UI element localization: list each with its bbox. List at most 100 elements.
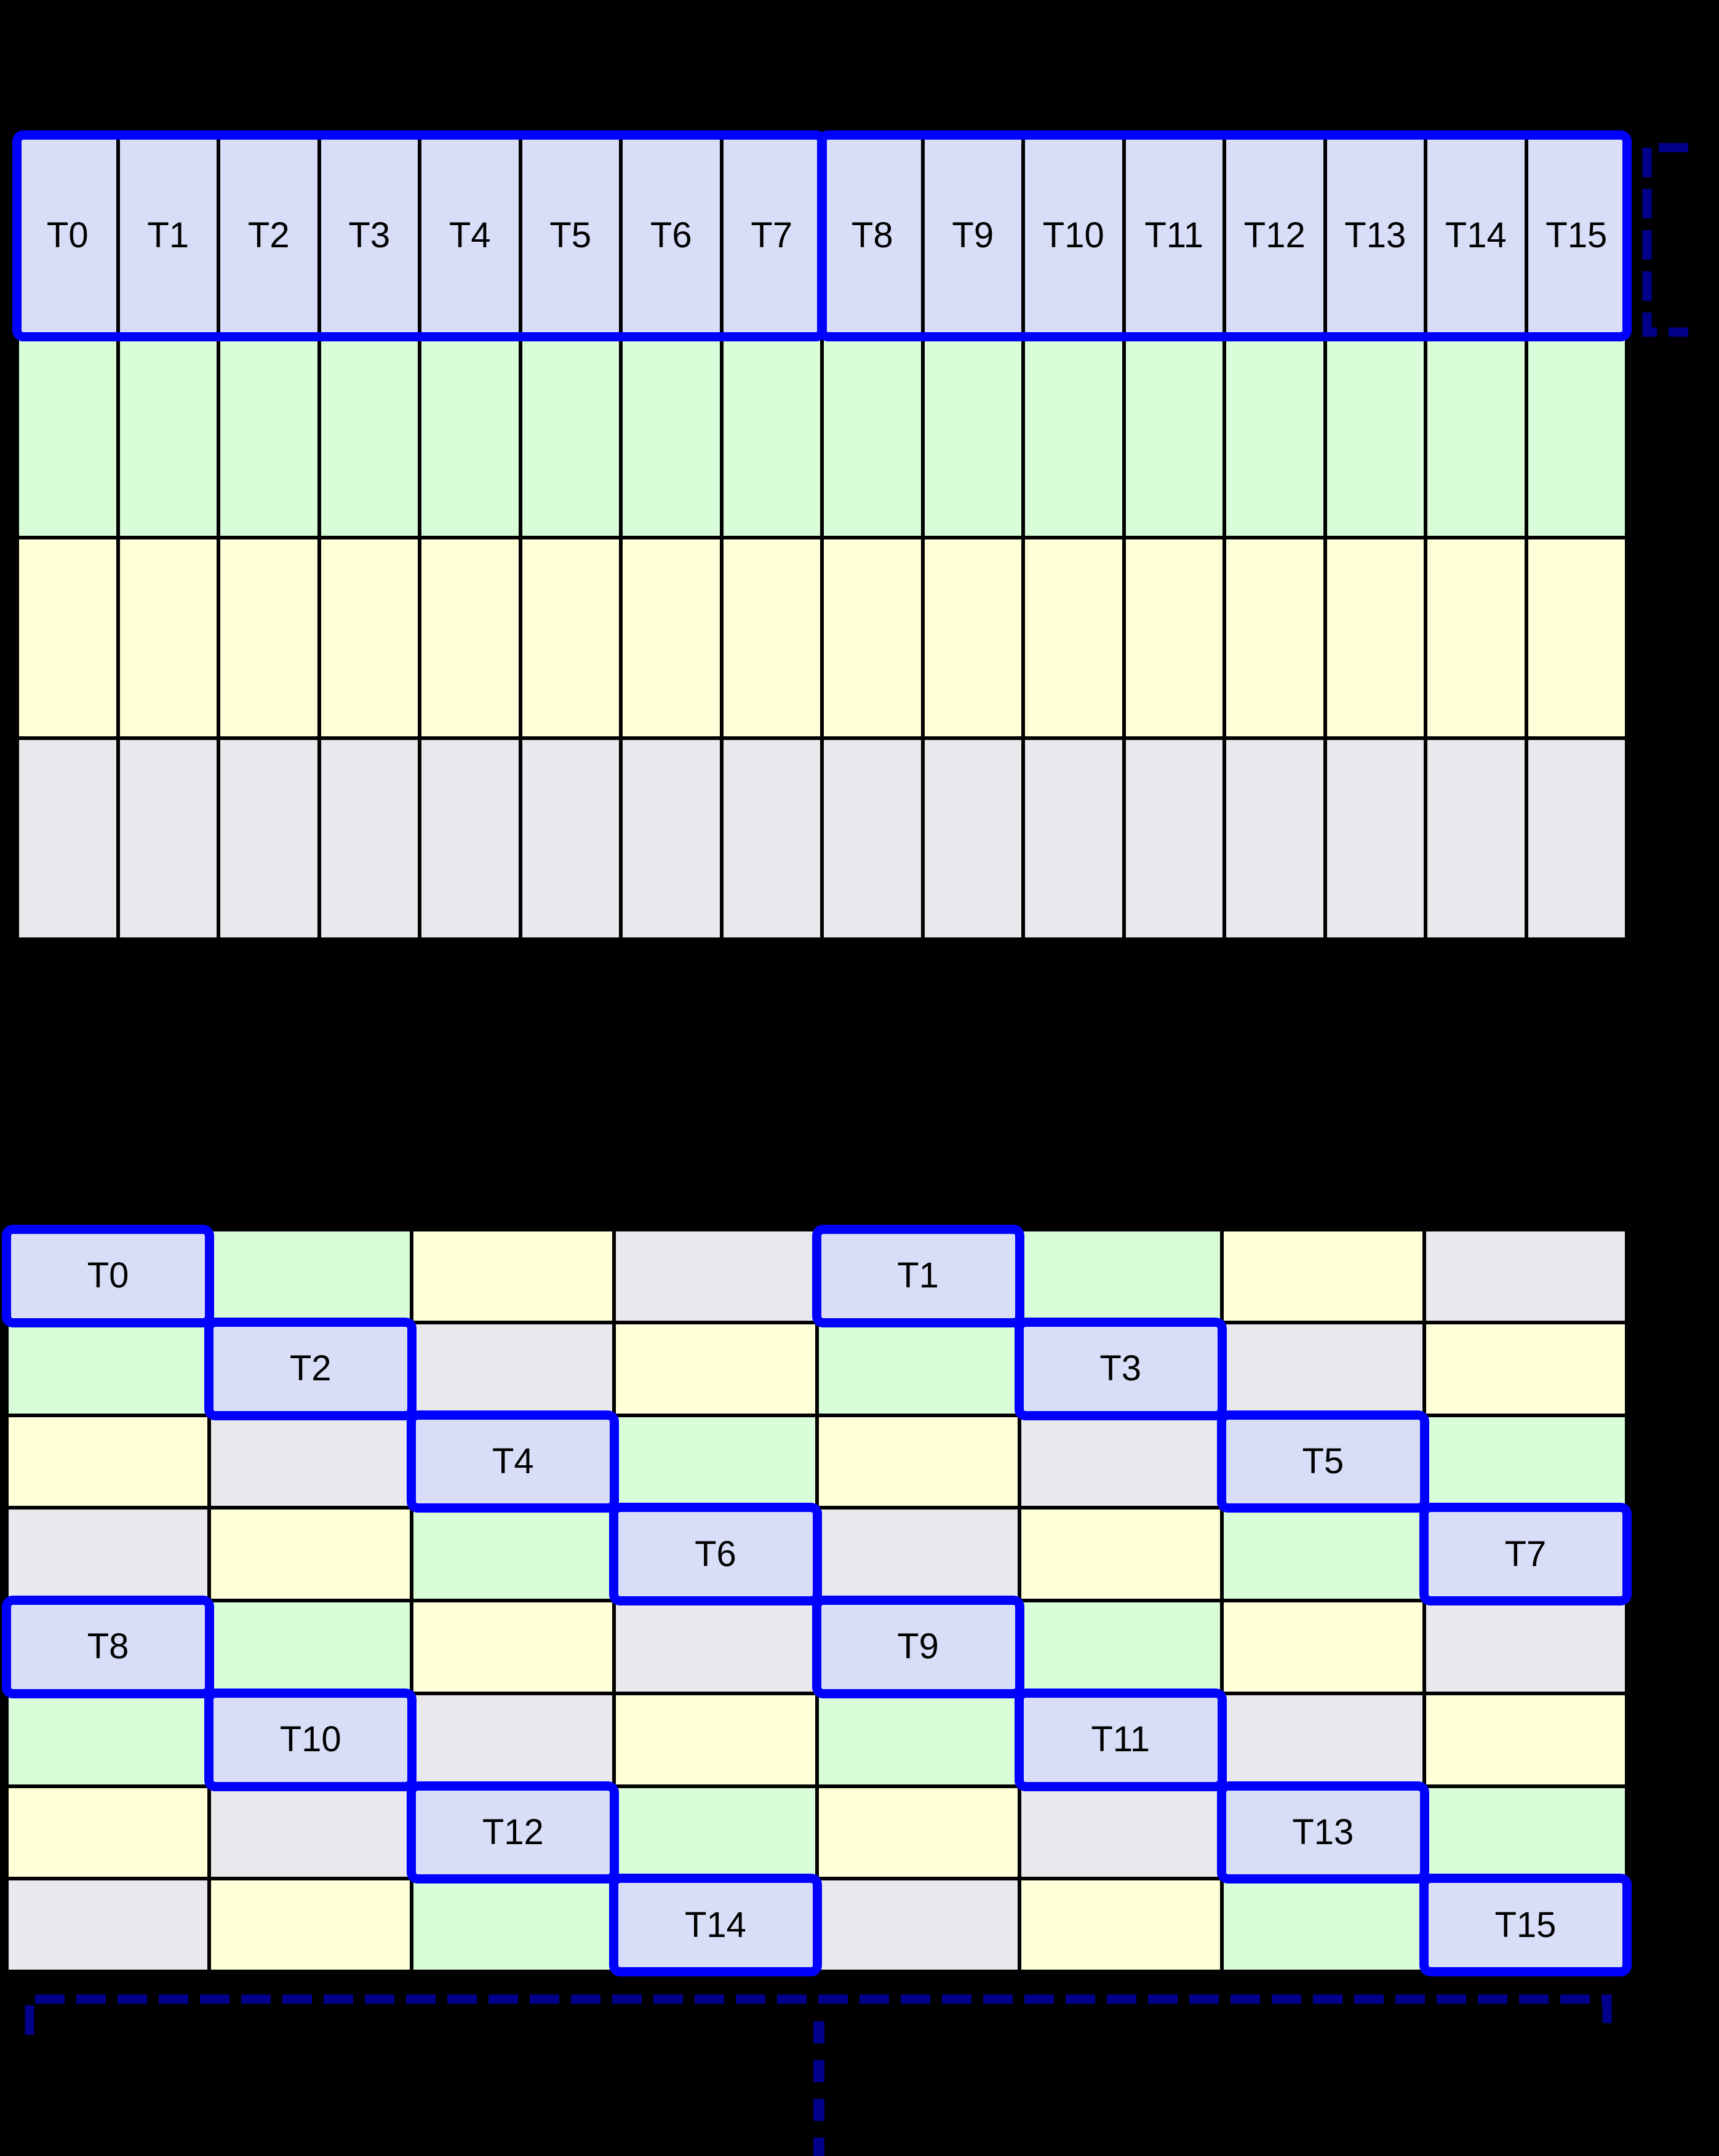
bank-cell bbox=[616, 1788, 815, 1877]
bank-cell bbox=[1426, 1695, 1625, 1784]
bank-cell bbox=[1426, 1231, 1625, 1321]
bank-cell bbox=[19, 338, 116, 536]
bank-cell bbox=[1528, 338, 1625, 536]
bank-cell bbox=[211, 1602, 410, 1692]
bank-cell bbox=[1326, 539, 1424, 737]
bank-cell bbox=[421, 338, 519, 536]
thread-cell-T13: T13 bbox=[1223, 1788, 1422, 1877]
thread-cell-T1: T1 bbox=[119, 137, 217, 335]
bank-cell bbox=[413, 1510, 613, 1599]
thread-cell-T14: T14 bbox=[1427, 137, 1525, 335]
bank-cell bbox=[723, 338, 820, 536]
bank-cell bbox=[119, 740, 217, 937]
bank-cell bbox=[1025, 740, 1122, 937]
thread-cell-T2: T2 bbox=[211, 1324, 410, 1414]
bank-cell bbox=[1125, 740, 1222, 937]
bank-cell bbox=[723, 539, 820, 737]
bank-cell bbox=[1426, 1602, 1625, 1692]
bank-cell bbox=[616, 1602, 815, 1692]
bank-cell bbox=[623, 740, 720, 937]
bank-cell bbox=[1326, 338, 1424, 536]
thread-cell-T14: T14 bbox=[616, 1880, 815, 1970]
bank-cell bbox=[211, 1788, 410, 1877]
bank-cell bbox=[818, 1324, 1018, 1414]
bank-cell bbox=[9, 1880, 208, 1970]
thread-cell-T12: T12 bbox=[1226, 137, 1323, 335]
bank-cell bbox=[723, 740, 820, 937]
thread-cell-T10: T10 bbox=[211, 1695, 410, 1784]
bank-cell bbox=[1021, 1880, 1220, 1970]
bank-cell bbox=[1426, 1788, 1625, 1877]
bank-cell bbox=[211, 1231, 410, 1321]
bank-cell bbox=[321, 740, 418, 937]
thread-cell-T4: T4 bbox=[421, 137, 519, 335]
bank-cell bbox=[1223, 1510, 1422, 1599]
row-size-bracket-icon bbox=[1642, 143, 1688, 337]
bank-cell bbox=[413, 1602, 613, 1692]
bank-cell bbox=[1125, 539, 1222, 737]
thread-cell-T0: T0 bbox=[19, 137, 116, 335]
bank-cell bbox=[220, 539, 317, 737]
bank-cell bbox=[1021, 1788, 1220, 1877]
grid-span-bracket-icon bbox=[25, 1994, 1612, 2035]
bank-cell bbox=[1025, 539, 1122, 737]
bank-cell bbox=[522, 740, 619, 937]
bank-cell bbox=[924, 740, 1021, 937]
thread-cell-T6: T6 bbox=[623, 137, 720, 335]
thread-cell-T1: T1 bbox=[818, 1231, 1018, 1321]
thread-cell-T5: T5 bbox=[1223, 1417, 1422, 1506]
bank-cell bbox=[9, 1510, 208, 1599]
thread-cell-T8: T8 bbox=[824, 137, 921, 335]
bank-cell bbox=[1426, 1417, 1625, 1506]
bank-cell bbox=[818, 1880, 1018, 1970]
bank-cell bbox=[9, 1417, 208, 1506]
thread-cell-T11: T11 bbox=[1021, 1695, 1220, 1784]
bank-cell bbox=[616, 1324, 815, 1414]
bank-cell bbox=[818, 1510, 1018, 1599]
bank-cell bbox=[413, 1695, 613, 1784]
thread-cell-T9: T9 bbox=[818, 1602, 1018, 1692]
bank-cell bbox=[818, 1788, 1018, 1877]
thread-cell-T7: T7 bbox=[723, 137, 820, 335]
thread-cell-T3: T3 bbox=[1021, 1324, 1220, 1414]
bank-cell bbox=[413, 1231, 613, 1321]
bank-cell bbox=[1025, 338, 1122, 536]
bank-cell bbox=[1326, 740, 1424, 937]
bank-cell bbox=[413, 1324, 613, 1414]
bank-cell bbox=[220, 740, 317, 937]
thread-cell-T4: T4 bbox=[413, 1417, 613, 1506]
bank-cell bbox=[413, 1880, 613, 1970]
bank-cell bbox=[9, 1788, 208, 1877]
bank-cell bbox=[1528, 740, 1625, 937]
bank-cell bbox=[211, 1417, 410, 1506]
bank-cell bbox=[616, 1231, 815, 1321]
thread-cell-T10: T10 bbox=[1025, 137, 1122, 335]
bank-cell bbox=[1021, 1231, 1220, 1321]
thread-cell-T8: T8 bbox=[9, 1602, 208, 1692]
bank-cell bbox=[1226, 338, 1323, 536]
bank-cell bbox=[1528, 539, 1625, 737]
swizzled-layout-grid: T0 T1 T2 T3 T4 T5 T6 T7 T8 T9 T10 T11 T12 T13 T14 T15 bbox=[2, 1225, 1632, 1976]
thread-cell-T15: T15 bbox=[1528, 137, 1625, 335]
bank-cell bbox=[818, 1695, 1018, 1784]
thread-cell-T5: T5 bbox=[522, 137, 619, 335]
bank-cell bbox=[616, 1695, 815, 1784]
bank-cell bbox=[924, 539, 1021, 737]
bank-cell bbox=[522, 539, 619, 737]
bank-cell bbox=[1427, 338, 1525, 536]
bank-cell bbox=[1223, 1602, 1422, 1692]
thread-cell-T11: T11 bbox=[1125, 137, 1222, 335]
thread-cell-T6: T6 bbox=[616, 1510, 815, 1599]
bank-cell bbox=[211, 1510, 410, 1599]
bank-cell bbox=[1223, 1880, 1422, 1970]
bank-cell bbox=[1223, 1231, 1422, 1321]
bank-cell bbox=[522, 338, 619, 536]
bank-cell bbox=[19, 740, 116, 937]
thread-cell-T7: T7 bbox=[1426, 1510, 1625, 1599]
bank-cell bbox=[421, 539, 519, 737]
thread-cell-T2: T2 bbox=[220, 137, 317, 335]
bank-cell bbox=[119, 338, 217, 536]
bank-cell bbox=[1223, 1695, 1422, 1784]
bank-cell bbox=[1226, 740, 1323, 937]
